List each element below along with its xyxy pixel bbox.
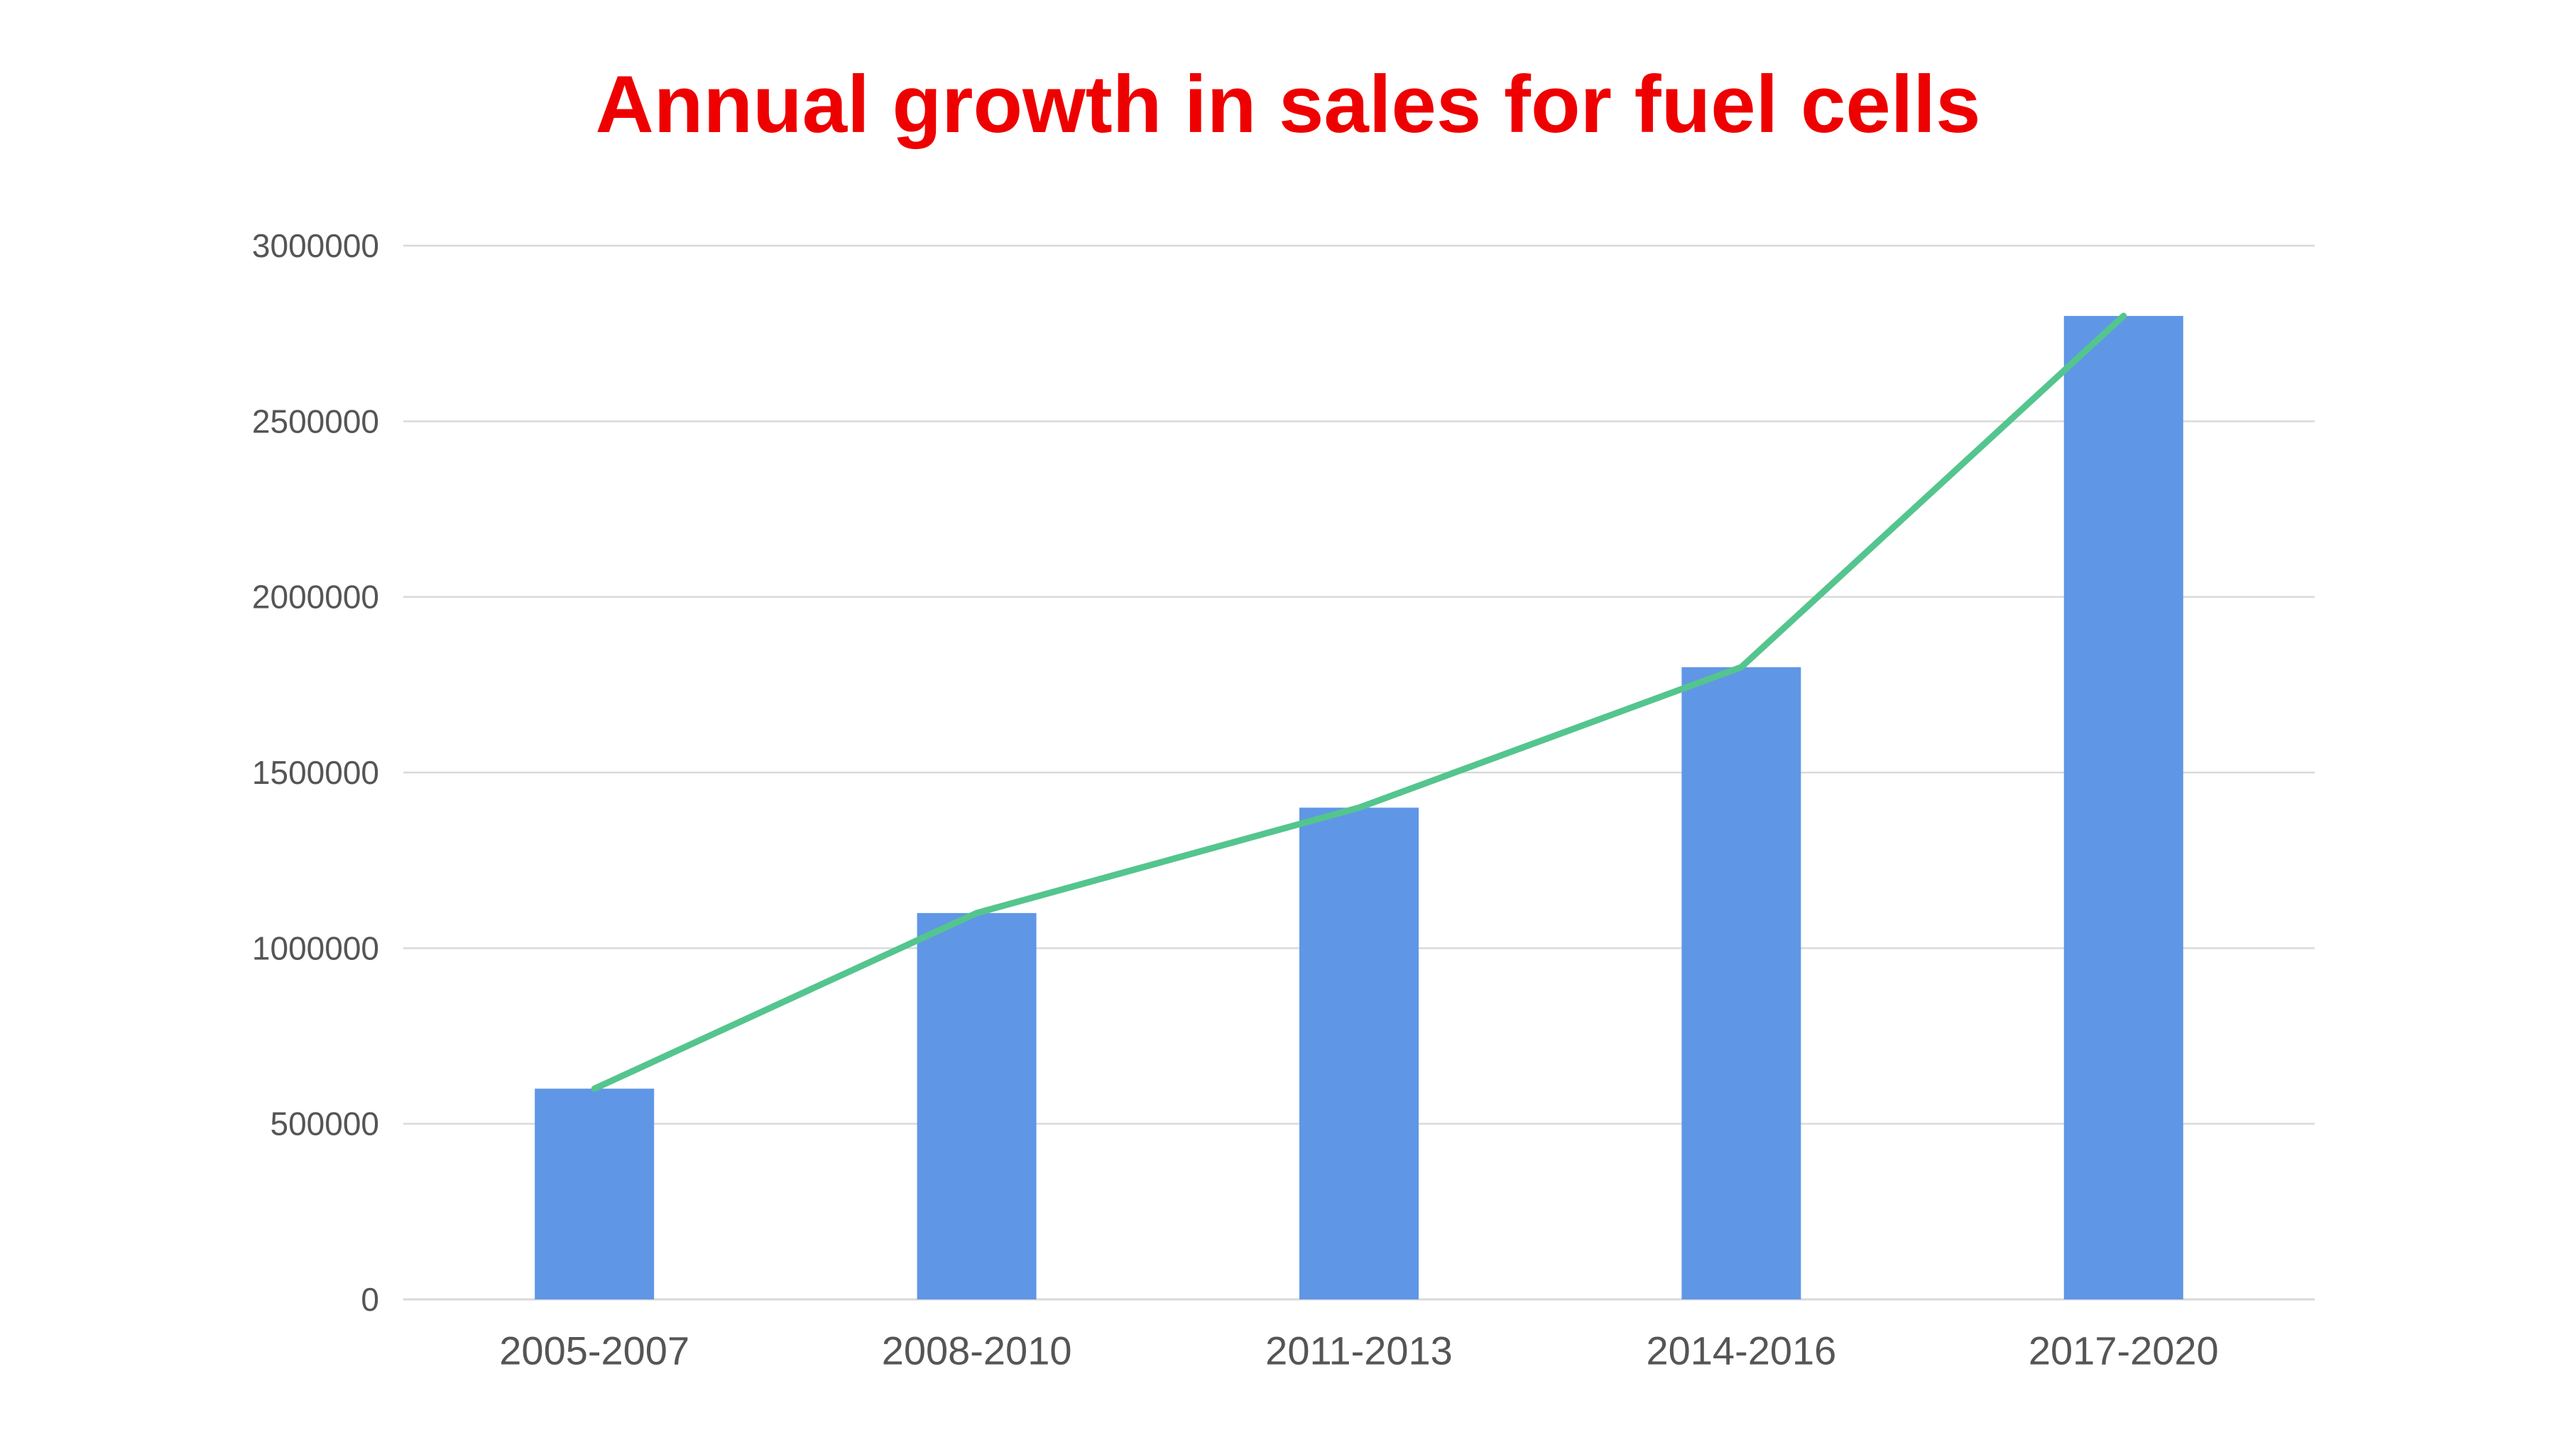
chart-title: Annual growth in sales for fuel cells	[595, 60, 1981, 150]
trend-line	[591, 312, 2127, 1092]
x-tick-label: 2017-2020	[2029, 1329, 2219, 1373]
x-tick-label: 2014-2016	[1646, 1329, 1836, 1373]
bar-2014-2016	[1681, 667, 1801, 1299]
y-tick-label: 0	[361, 1281, 379, 1318]
y-tick-label: 1500000	[252, 754, 379, 791]
bar-2005-2007	[535, 1089, 655, 1299]
x-tick-label: 2008-2010	[882, 1329, 1072, 1373]
x-tick-label: 2005-2007	[499, 1329, 689, 1373]
y-axis-ticks: 0 500000 1000000 1500000 2000000 2500000 30000…	[252, 227, 379, 1318]
bar-2008-2010	[917, 912, 1037, 1299]
bar-2017-2020	[2063, 315, 2183, 1299]
y-tick-label: 500000	[271, 1106, 380, 1142]
x-tick-label: 2011-2013	[1265, 1329, 1453, 1373]
y-tick-label: 2500000	[252, 403, 379, 440]
y-tick-label: 1000000	[252, 929, 379, 966]
y-tick-label: 3000000	[252, 227, 379, 264]
x-axis-ticks: 2005-2007 2008-2010 2011-2013 2014-2016 2017…	[499, 1329, 2218, 1373]
y-tick-label: 2000000	[252, 579, 379, 616]
trend-line-group	[591, 312, 2127, 1092]
bar-2011-2013	[1299, 807, 1419, 1299]
bars	[535, 315, 2183, 1299]
